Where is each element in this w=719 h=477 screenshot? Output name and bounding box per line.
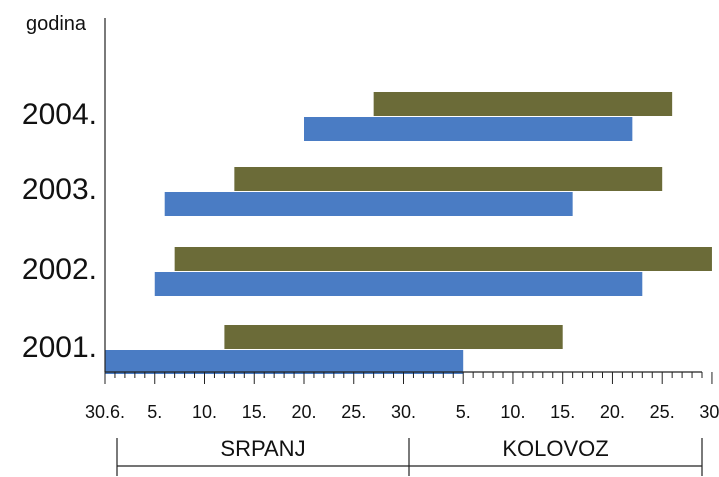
x-axis-ticks (104, 372, 713, 384)
bar-series2-2004 (373, 92, 673, 116)
x-tick-label: 20. (291, 402, 316, 422)
x-tick-label: 10. (500, 402, 525, 422)
bar-series1-2004 (304, 117, 633, 141)
x-tick-label: 15. (242, 402, 267, 422)
bar-series2-2001 (224, 325, 563, 349)
category-label: 2004. (22, 98, 97, 131)
category-label: 2003. (22, 173, 97, 206)
bars-layer (105, 92, 712, 374)
x-tick-label: 20. (600, 402, 625, 422)
month-label: SRPANJ (220, 436, 305, 461)
x-tick-label: 5. (147, 402, 162, 422)
bar-series1-2002 (154, 272, 643, 296)
category-label: 2002. (22, 253, 97, 286)
category-label: 2001. (22, 331, 97, 364)
x-tick-label: 10. (192, 402, 217, 422)
x-tick-label: 5. (456, 402, 471, 422)
bar-series2-2003 (234, 167, 663, 191)
x-tick-label: 15. (550, 402, 575, 422)
x-tick-label: 30. (699, 402, 719, 422)
month-brackets: SRPANJ KOLOVOZ (116, 436, 703, 476)
y-axis-category-labels: 2001. 2002. 2003. 2004. (22, 98, 97, 364)
bar-series2-2002 (174, 247, 712, 271)
x-tick-label: 30. (391, 402, 416, 422)
x-tick-label: 25. (341, 402, 366, 422)
month-label: KOLOVOZ (502, 436, 608, 461)
bar-series1-2003 (164, 192, 573, 216)
bar-series1-2001 (105, 350, 464, 374)
x-axis-tick-labels: 30.6. 5. 10. 15. 20. 25. 30. 5. 10. 15. 20. 25. 30. (85, 402, 719, 422)
x-tick-label: 25. (650, 402, 675, 422)
x-tick-label: 30.6. (85, 402, 125, 422)
y-axis-label: godina (26, 13, 87, 35)
